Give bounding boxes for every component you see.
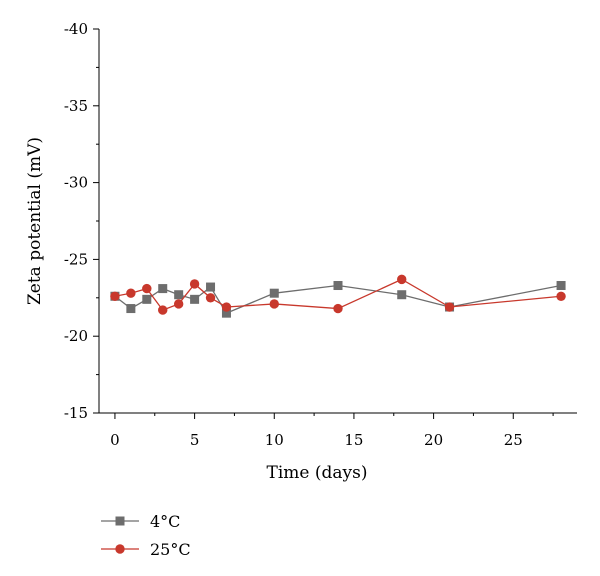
y-tick-label: -20 bbox=[64, 327, 88, 345]
data-point-square bbox=[190, 294, 200, 304]
y-tick-label: -35 bbox=[64, 97, 88, 115]
y-tick-label: -30 bbox=[64, 174, 88, 192]
data-point-circle bbox=[205, 293, 216, 303]
y-axis-title: Zeta potential (mV) bbox=[25, 137, 45, 305]
x-tick-label: 10 bbox=[265, 431, 284, 449]
legend-marker-square bbox=[115, 516, 125, 526]
y-tick-label: -15 bbox=[64, 404, 88, 422]
y-tick-label: -40 bbox=[64, 20, 88, 38]
axes bbox=[98, 29, 577, 414]
data-point-circle bbox=[173, 299, 184, 309]
y-ticks: -40 -35 -30 -25 -20 -15 bbox=[64, 20, 99, 422]
data-point-square bbox=[126, 304, 136, 314]
data-point-square bbox=[397, 290, 407, 300]
data-point-square bbox=[206, 282, 216, 292]
legend-marker-circle bbox=[115, 544, 125, 554]
data-point-circle bbox=[189, 279, 200, 289]
x-tick-label: 15 bbox=[344, 431, 363, 449]
data-point-circle bbox=[110, 291, 120, 301]
data-point-circle bbox=[142, 283, 152, 294]
data-point-square bbox=[158, 284, 168, 294]
legend-label-4c: 4°C bbox=[150, 512, 180, 531]
data-point-circle bbox=[333, 303, 343, 314]
data-point-circle bbox=[221, 302, 232, 312]
data-point-circle bbox=[397, 274, 407, 285]
x-ticks: 0 5 10 15 20 25 bbox=[110, 413, 554, 449]
data-point-circle bbox=[158, 305, 168, 315]
x-tick-label: 5 bbox=[190, 431, 200, 449]
data-point-square bbox=[174, 290, 184, 300]
x-tick-label: 20 bbox=[424, 431, 443, 449]
data-point-circle bbox=[556, 291, 566, 301]
legend-item-25c: 25°C bbox=[101, 540, 191, 559]
data-point-circle bbox=[444, 302, 455, 312]
data-point-square bbox=[221, 308, 231, 318]
legend-label-25c: 25°C bbox=[150, 540, 191, 559]
data-point-square bbox=[333, 281, 343, 291]
data-point-square bbox=[269, 288, 279, 298]
x-tick-label: 25 bbox=[504, 431, 523, 449]
data-point-square bbox=[142, 294, 152, 304]
data-point-square bbox=[556, 281, 566, 291]
x-axis-title: Time (days) bbox=[267, 463, 368, 483]
x-tick-label: 0 bbox=[110, 431, 120, 449]
data-point-circle bbox=[269, 299, 279, 309]
legend-item-4c: 4°C bbox=[101, 512, 180, 531]
series-layer bbox=[110, 274, 566, 318]
y-tick-label: -25 bbox=[64, 250, 88, 268]
data-point-circle bbox=[126, 288, 136, 298]
legend: 4°C 25°C bbox=[101, 512, 191, 559]
